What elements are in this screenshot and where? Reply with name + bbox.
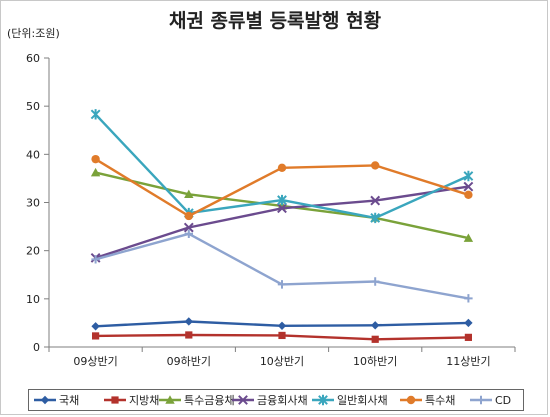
- x-tick-label: 09상반기: [73, 355, 117, 368]
- data-point: [464, 294, 473, 303]
- data-point: [277, 321, 287, 331]
- legend-marker: [238, 395, 248, 405]
- data-point: [464, 190, 473, 199]
- data-point: [91, 154, 100, 164]
- data-point: [464, 333, 472, 341]
- data-point: [463, 170, 474, 182]
- legend-label: 금융회사채: [257, 394, 308, 407]
- y-tick-label: 30: [26, 197, 40, 210]
- y-tick-label: 10: [26, 293, 40, 306]
- data-point: [463, 181, 474, 192]
- legend-marker: [476, 395, 486, 405]
- chart-title: 채권 종류별 등록발행 현황: [168, 10, 382, 32]
- data-point: [184, 229, 193, 239]
- y-tick-label: 40: [26, 148, 40, 161]
- data-point: [183, 222, 194, 233]
- data-point: [278, 331, 286, 340]
- data-point: [464, 318, 473, 328]
- legend-label: 국채: [59, 394, 79, 407]
- x-tick-label: 10상반기: [260, 355, 304, 368]
- data-point: [277, 194, 287, 206]
- legend-marker: [40, 395, 50, 405]
- data-point: [371, 277, 380, 286]
- data-point: [184, 211, 193, 221]
- data-point: [91, 322, 100, 331]
- unit-label: (단위:조원): [7, 27, 60, 40]
- x-tick-label: 09하반기: [167, 354, 211, 368]
- y-tick-label: 60: [26, 52, 40, 65]
- y-tick-label: 20: [26, 245, 40, 258]
- x-tick-label: 10하반기: [353, 354, 397, 368]
- data-point: [371, 335, 379, 343]
- legend-label: 지방채: [129, 394, 159, 407]
- data-point: [277, 163, 287, 173]
- data-point: [184, 317, 193, 326]
- legend-label: CD: [495, 394, 511, 407]
- data-point: [277, 280, 287, 289]
- y-tick-label: 0: [33, 341, 40, 354]
- data-point: [371, 161, 380, 170]
- legend-label: 특수채: [425, 394, 455, 407]
- legend-marker: [111, 396, 119, 404]
- data-point: [371, 321, 380, 330]
- data-point: [370, 195, 381, 206]
- legend-marker: [406, 395, 416, 405]
- data-point: [370, 212, 381, 224]
- x-tick-label: 11상반기: [446, 355, 490, 368]
- data-point: [90, 167, 101, 177]
- data-point: [92, 332, 100, 340]
- data-point: [463, 233, 474, 242]
- legend-label: 일반회사채: [337, 393, 388, 407]
- legend: [28, 389, 524, 411]
- data-point: [184, 189, 194, 199]
- legend-label: 특수금융채: [184, 394, 235, 407]
- y-tick-label: 50: [26, 100, 40, 113]
- legend-marker: [318, 394, 328, 406]
- data-point: [91, 255, 100, 264]
- data-point: [90, 109, 101, 120]
- legend-marker: [165, 395, 175, 404]
- data-point: [277, 203, 287, 214]
- data-point: [185, 331, 193, 339]
